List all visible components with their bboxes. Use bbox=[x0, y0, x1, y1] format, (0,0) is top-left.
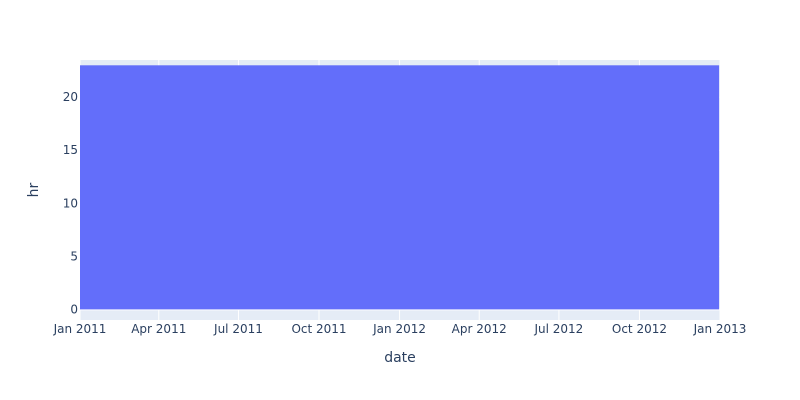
y-tick-label: 0 bbox=[70, 302, 78, 316]
x-tick-label: Oct 2011 bbox=[291, 322, 346, 336]
x-tick-label: Apr 2011 bbox=[131, 322, 186, 336]
series-area bbox=[80, 65, 720, 310]
x-tick-label: Jan 2011 bbox=[53, 322, 107, 336]
x-tick-label: Jan 2012 bbox=[372, 322, 426, 336]
y-tick-label: 20 bbox=[63, 90, 78, 104]
y-axis-title: hr bbox=[26, 182, 42, 197]
y-tick-label: 5 bbox=[70, 249, 78, 263]
y-tick-label: 15 bbox=[63, 143, 78, 157]
y-tick-label: 10 bbox=[63, 196, 78, 210]
x-tick-label: Jan 2013 bbox=[693, 322, 747, 336]
x-tick-labels: Jan 2011 Apr 2011 Jul 2011 Oct 2011 Jan 2012… bbox=[53, 322, 747, 336]
data-layer bbox=[80, 65, 720, 310]
x-axis-title: date bbox=[384, 350, 416, 366]
x-tick-label: Jul 2011 bbox=[213, 322, 263, 336]
x-tick-label: Jul 2012 bbox=[533, 322, 583, 336]
x-tick-label: Apr 2012 bbox=[452, 322, 507, 336]
x-tick-label: Oct 2012 bbox=[612, 322, 667, 336]
y-tick-labels: 0 5 10 15 20 bbox=[63, 90, 78, 316]
